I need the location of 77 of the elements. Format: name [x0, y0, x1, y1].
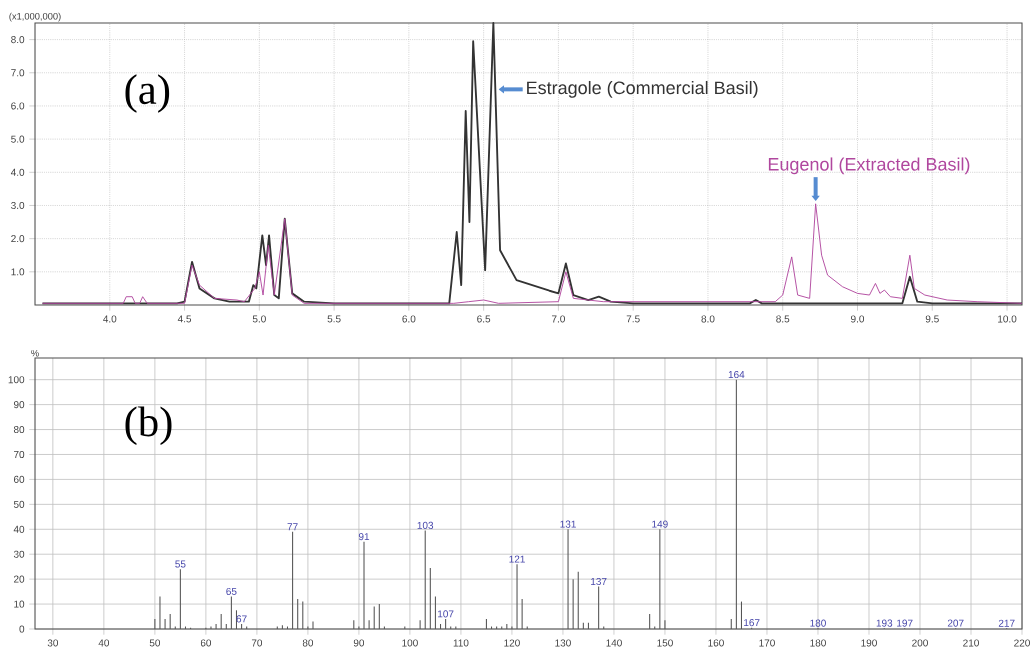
annotation: 180	[810, 619, 826, 627]
x-tick-label: 7.0	[551, 315, 565, 323]
x-tick-label: 180	[810, 639, 826, 647]
x-tick-label: 8.5	[776, 315, 790, 323]
x-tick-label: 140	[606, 639, 622, 647]
annotation: (b)	[125, 406, 172, 446]
annotation: 77	[287, 523, 298, 531]
x-tick-label: 9.5	[925, 315, 939, 323]
x-tick-label: 5.5	[327, 315, 341, 323]
y-tick-label: 90	[13, 401, 25, 409]
y-tick-label: 40	[13, 525, 25, 533]
x-tick-label: 9.0	[851, 315, 865, 323]
annotation: 91	[358, 533, 370, 541]
y-tick-label: 10	[14, 600, 25, 608]
y-tick-label: 1.0	[11, 268, 25, 276]
y-tick-label: 100	[8, 376, 25, 384]
x-tick-label: 40	[98, 639, 110, 647]
y-tick-label: 80	[13, 426, 25, 434]
y-tick-label: 3.0	[11, 201, 25, 210]
y-tick-label: 4.0	[10, 168, 25, 176]
y-tick-label: 0	[19, 625, 25, 633]
x-tick-label: 30	[47, 639, 59, 647]
x-tick-label: 150	[657, 639, 673, 647]
y-tick-label: 30	[13, 550, 25, 558]
x-tick-label: 60	[200, 639, 212, 647]
x-tick-label: 4.5	[177, 315, 192, 323]
y-tick-label: 20	[13, 575, 25, 583]
x-tick-label: 70	[251, 639, 263, 647]
x-tick-label: 130	[555, 639, 571, 647]
x-tick-label: 210	[963, 639, 979, 647]
x-tick-label: 190	[861, 639, 877, 647]
x-tick-label: 6.5	[477, 315, 491, 323]
x-tick-label: 90	[353, 639, 365, 647]
annotation: 197	[897, 619, 913, 627]
y-tick-label: 5.0	[11, 135, 25, 143]
annotation: 167	[744, 619, 760, 627]
x-tick-label: 110	[453, 639, 469, 647]
x-tick-label: 8.0	[701, 315, 715, 323]
annotation: 149	[652, 520, 668, 528]
y-tick-label: 2.0	[11, 235, 25, 243]
x-tick-label: 7.5	[626, 315, 640, 323]
x-tick-label: 4.0	[103, 315, 117, 323]
x-tick-label: 120	[504, 639, 520, 647]
annotation: 107	[438, 610, 454, 618]
x-tick-label: 220	[1014, 639, 1030, 647]
y-tick-label: 7.0	[11, 69, 25, 77]
y-axis-title: (x1,000,000)	[9, 12, 61, 22]
annotation: 131	[560, 520, 576, 528]
annotation: 137	[591, 577, 607, 586]
x-tick-label: 170	[759, 639, 775, 647]
x-tick-label: 200	[912, 639, 928, 647]
annotation: Estragole (Commercial Basil)	[527, 80, 758, 98]
line-series	[42, 203, 1023, 304]
annotation: (a)	[125, 74, 170, 113]
annotation: 193	[876, 619, 893, 627]
x-tick-label: 160	[708, 639, 724, 647]
annotation: 103	[417, 521, 434, 529]
x-tick-label: 6.0	[402, 315, 416, 323]
annotation: 65	[226, 587, 237, 595]
y-tick-label: 70	[14, 450, 25, 459]
line-series	[41, 22, 1023, 305]
y-tick-label: 60	[13, 475, 25, 483]
annotation: 121	[509, 555, 525, 563]
annotation: 207	[947, 619, 964, 627]
x-tick-label: 5.0	[252, 315, 266, 323]
y-tick-label: 8.0	[11, 36, 25, 44]
x-tick-label: 100	[402, 639, 418, 647]
annotation: 217	[998, 619, 1015, 627]
x-tick-label: 50	[149, 639, 161, 647]
x-tick-label: 80	[302, 639, 314, 647]
y-tick-label: 50	[13, 500, 25, 508]
annotation: Eugenol (Extracted Basil)	[768, 157, 970, 175]
y-axis-title: %	[31, 349, 39, 357]
x-tick-label: 10.0	[998, 315, 1017, 323]
annotation: 164	[728, 371, 745, 379]
annotation: 55	[175, 560, 186, 568]
y-tick-label: 6.0	[11, 102, 25, 110]
